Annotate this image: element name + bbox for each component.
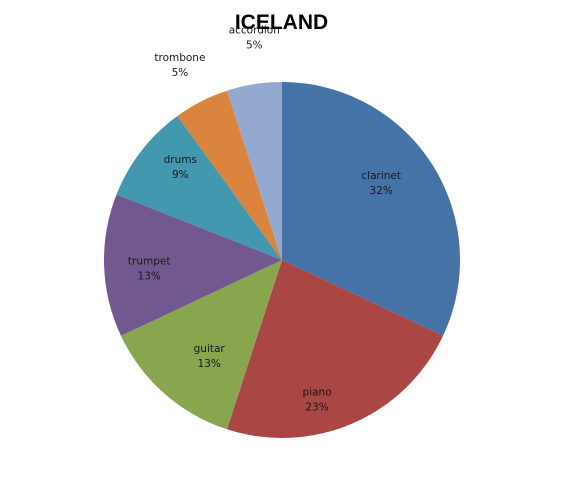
- pie-slice-labels: clarinet 32% piano 23% guitar 13% trumpet 13% dr…: [128, 25, 401, 414]
- slice-percent-trumpet: 13%: [138, 270, 161, 282]
- pie-slice-drums: [116, 115, 282, 261]
- pie-slices: [103, 82, 461, 439]
- slice-percent-drums: 9%: [172, 169, 189, 181]
- pie-slice-piano: [226, 260, 444, 439]
- slice-percent-clarinet: 32%: [370, 185, 393, 197]
- slice-percent-piano: 23%: [305, 401, 328, 413]
- pie-slice-guitar: [120, 260, 282, 430]
- slice-percent-accordion: 5%: [246, 40, 263, 52]
- slice-label-accordion: accordion: [229, 25, 280, 37]
- pie-slice-clarinet: [282, 82, 461, 336]
- slice-label-drums: drums: [164, 154, 197, 166]
- pie-slice-trombone: [177, 90, 282, 261]
- slice-label-trombone: trombone: [154, 52, 205, 64]
- slice-percent-trombone: 5%: [172, 67, 189, 79]
- slice-percent-guitar: 13%: [198, 358, 221, 370]
- chart-title: ICELAND: [234, 11, 329, 34]
- pie-slice-accordion: [226, 82, 282, 260]
- slice-label-clarinet: clarinet: [361, 170, 401, 182]
- slice-label-piano: piano: [303, 386, 332, 398]
- slice-label-guitar: guitar: [194, 343, 226, 355]
- pie-slice-trumpet: [103, 194, 282, 336]
- slice-label-trumpet: trumpet: [128, 255, 171, 267]
